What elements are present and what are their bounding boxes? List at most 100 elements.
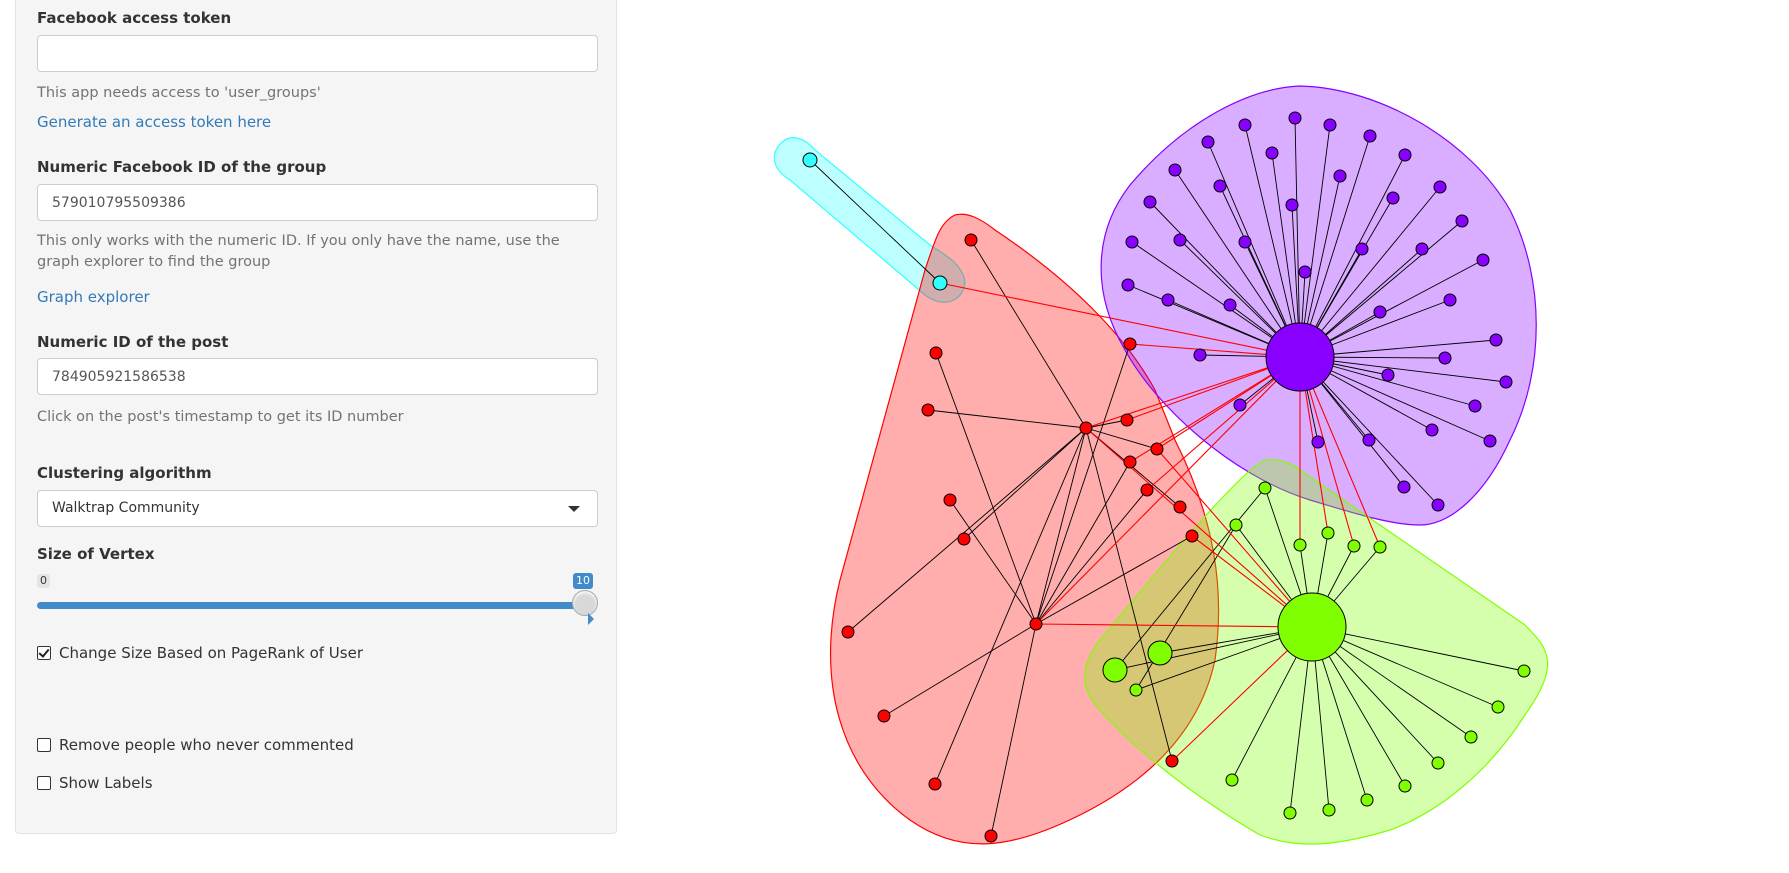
red-vertex xyxy=(964,233,978,247)
green-vertex xyxy=(1258,481,1272,495)
purple-vertex xyxy=(1288,111,1302,125)
green-hub-vertex xyxy=(1277,592,1347,662)
clustering-selected-value: Walktrap Community xyxy=(52,500,200,516)
graph-edge xyxy=(1207,141,1301,358)
slider-pointer-icon xyxy=(588,613,594,625)
graph-edge xyxy=(1299,220,1463,358)
show-labels-checkbox[interactable] xyxy=(37,776,51,790)
purple-vertex xyxy=(1415,242,1429,256)
red-vertex xyxy=(1123,455,1137,469)
green-vertex xyxy=(1373,540,1387,554)
purple-vertex xyxy=(1238,235,1252,249)
graph-edge xyxy=(935,352,1037,625)
purple-vertex xyxy=(1233,398,1247,412)
remove-noncommenters-label: Remove people who never commented xyxy=(59,736,354,754)
purple-vertex xyxy=(1386,191,1400,205)
purple-vertex xyxy=(1355,242,1369,256)
purple-vertex xyxy=(1468,399,1482,413)
purple-vertex xyxy=(1201,135,1215,149)
red-vertex xyxy=(1150,442,1164,456)
purple-vertex xyxy=(1476,253,1490,267)
purple-vertex xyxy=(1438,351,1452,365)
graph-edge xyxy=(1294,117,1301,358)
purple-vertex xyxy=(1125,235,1139,249)
graph-edge xyxy=(1311,626,1525,672)
purple-vertex xyxy=(1455,214,1469,228)
graph-edge xyxy=(1085,419,1128,429)
post-id-input[interactable] xyxy=(37,358,598,395)
graph-edge xyxy=(1035,489,1148,625)
vertex-size-slider[interactable] xyxy=(37,602,593,609)
vertex-size-label: Size of Vertex xyxy=(37,545,155,563)
purple-vertex xyxy=(1433,180,1447,194)
red-vertex xyxy=(957,532,971,546)
graph-explorer-link[interactable]: Graph explorer xyxy=(37,288,150,306)
graph-edge xyxy=(963,427,1087,540)
graph-edge xyxy=(927,409,1087,429)
green-vertex xyxy=(1491,700,1505,714)
green-vertex xyxy=(1398,779,1412,793)
purple-vertex xyxy=(1363,129,1377,143)
graph-edge xyxy=(1149,201,1301,358)
graph-edge xyxy=(1035,461,1131,625)
purple-vertex xyxy=(1168,163,1182,177)
red-vertex xyxy=(1185,529,1199,543)
red-vertex xyxy=(1123,337,1137,351)
red-vertex xyxy=(984,829,998,843)
token-label: Facebook access token xyxy=(37,9,232,27)
red-vertex xyxy=(877,709,891,723)
cyan-vertex xyxy=(932,275,948,291)
pagerank-checkbox[interactable] xyxy=(37,646,51,660)
purple-vertex xyxy=(1323,118,1337,132)
purple-vertex xyxy=(1483,434,1497,448)
purple-vertex xyxy=(1238,118,1252,132)
token-input[interactable] xyxy=(37,35,598,72)
graph-edge xyxy=(883,623,1037,717)
purple-vertex xyxy=(1398,148,1412,162)
red-vertex xyxy=(1120,413,1134,427)
purple-vertex xyxy=(1373,305,1387,319)
purple-vertex xyxy=(1223,298,1237,312)
graph-edge xyxy=(1299,135,1371,358)
cross-cluster-edge xyxy=(1035,356,1301,625)
group-id-input[interactable] xyxy=(37,184,598,221)
pagerank-checkbox-label: Change Size Based on PageRank of User xyxy=(59,644,363,662)
remove-noncommenters-checkbox[interactable] xyxy=(37,738,51,752)
purple-vertex xyxy=(1143,195,1157,209)
chevron-down-icon xyxy=(568,506,580,512)
graph-edge xyxy=(949,499,1037,625)
red-vertex xyxy=(943,493,957,507)
generate-token-link[interactable]: Generate an access token here xyxy=(37,113,272,131)
purple-vertex xyxy=(1425,423,1439,437)
green-vertex xyxy=(1347,539,1361,553)
purple-vertex xyxy=(1285,198,1299,212)
graph-edge xyxy=(934,427,1087,785)
red-vertex xyxy=(1165,754,1179,768)
slider-max-label: 10 xyxy=(573,573,593,589)
green-vertex xyxy=(1431,756,1445,770)
cross-cluster-edge xyxy=(1085,356,1301,429)
graph-edge xyxy=(847,427,1087,633)
cluster-hull-red xyxy=(829,213,1220,845)
vertex-size-slider-handle[interactable] xyxy=(572,590,598,616)
purple-vertex xyxy=(1173,233,1187,247)
graph-edge xyxy=(1035,535,1193,625)
clustering-select[interactable]: Walktrap Community xyxy=(37,490,598,527)
cyan-vertex xyxy=(802,152,818,168)
graph-edge xyxy=(1085,427,1173,762)
green-vertex xyxy=(1360,793,1374,807)
cross-cluster-edge xyxy=(1035,623,1313,628)
graph-edge xyxy=(1174,169,1301,358)
graph-edge xyxy=(970,239,1087,429)
sidebar-panel: Facebook access token This app needs acc… xyxy=(15,0,617,834)
token-help: This app needs access to 'user_groups' xyxy=(37,85,321,101)
graph-edge xyxy=(1114,487,1266,671)
red-vertex xyxy=(929,346,943,360)
green-vertex xyxy=(1283,806,1297,820)
red-vertex xyxy=(921,403,935,417)
purple-vertex xyxy=(1443,293,1457,307)
graph-edge xyxy=(1299,186,1441,358)
purple-vertex xyxy=(1311,435,1325,449)
purple-vertex xyxy=(1431,498,1445,512)
clustering-label: Clustering algorithm xyxy=(37,464,212,482)
